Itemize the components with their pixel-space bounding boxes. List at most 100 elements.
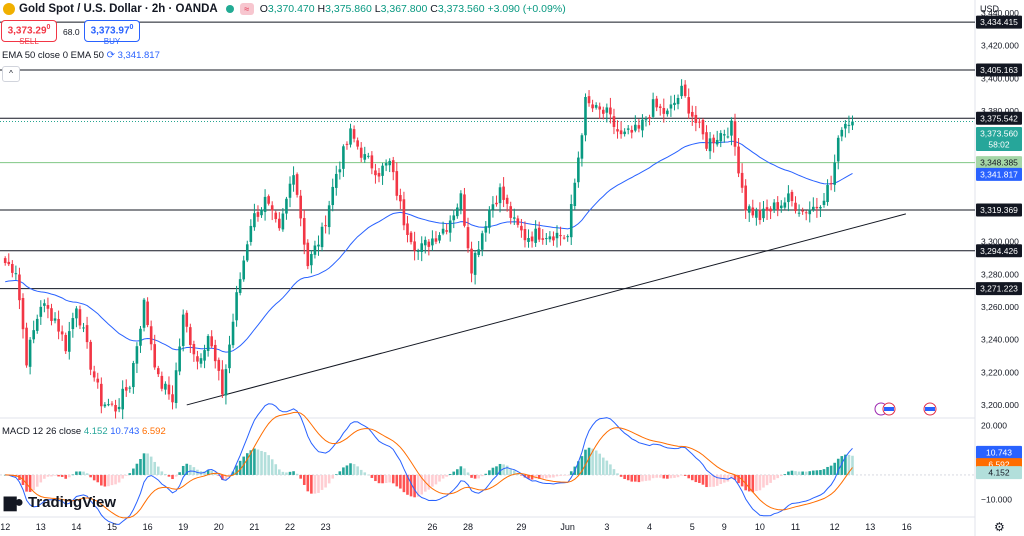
macd-histogram-bar	[213, 473, 217, 475]
indicator-icon[interactable]: ≈	[239, 3, 254, 15]
macd-line	[5, 403, 853, 525]
macd-histogram-bar	[139, 459, 142, 475]
macd-histogram-bar	[253, 448, 256, 475]
candle	[836, 135, 840, 170]
collapse-legend-button[interactable]: ^	[2, 66, 20, 82]
candle	[847, 115, 851, 134]
candle	[601, 106, 605, 120]
refresh-icon[interactable]: ⟳	[106, 50, 115, 61]
candle-body	[103, 404, 107, 407]
symbol-title[interactable]: Gold Spot / U.S. Dollar · 2h · OANDA	[19, 3, 218, 15]
macd-histogram-bar	[655, 474, 658, 478]
candle-body	[253, 213, 256, 228]
candle	[587, 90, 591, 107]
candle	[320, 222, 324, 252]
time-tick-label: 15	[107, 522, 117, 532]
macd-histogram-bar	[420, 474, 424, 495]
candle	[509, 201, 513, 225]
gear-icon[interactable]: ⚙	[994, 520, 1005, 534]
candle	[110, 401, 114, 407]
ema-price-label-bg	[976, 167, 1022, 181]
macd-histogram-bar	[779, 474, 783, 477]
candle-body	[534, 228, 537, 243]
candle	[25, 322, 28, 368]
candle	[228, 335, 231, 374]
candle	[779, 200, 783, 213]
candle-body	[655, 98, 658, 108]
candle-body	[196, 356, 199, 362]
candle	[694, 106, 698, 132]
horizontal-levels[interactable]	[0, 21, 975, 290]
candle	[591, 99, 594, 113]
macd-histogram-bar	[128, 473, 132, 475]
macd-histogram-bar	[787, 471, 790, 475]
candle	[609, 97, 612, 124]
macd-histogram-bar	[630, 474, 634, 482]
candle-body	[765, 207, 769, 211]
trendline[interactable]	[186, 213, 907, 406]
candle-body	[669, 104, 673, 109]
candle-body	[21, 297, 25, 330]
macd-histogram-bar	[847, 454, 851, 475]
sell-button[interactable]: 3,373.290 SELL	[1, 20, 57, 46]
macd-histogram-bar	[160, 471, 164, 475]
level-price-label-text: 3,271.223	[980, 284, 1018, 294]
candle	[7, 253, 11, 267]
candle	[812, 197, 815, 212]
macd-histogram-bar	[384, 474, 388, 483]
candle	[370, 151, 374, 175]
candle	[801, 207, 804, 215]
candle	[14, 265, 18, 280]
candle-body	[107, 404, 110, 406]
macd-histogram-bar	[210, 470, 213, 475]
macd-histogram-bar	[317, 474, 320, 493]
candle	[334, 165, 338, 196]
macd-histogram-bar	[313, 474, 317, 494]
macd-histogram-bar	[623, 474, 626, 480]
macd-histogram-bar	[619, 474, 623, 477]
candle	[395, 162, 399, 201]
macd-histogram-bar	[498, 463, 502, 475]
time-tick-label: 21	[249, 522, 259, 532]
macd-histogram-bar	[324, 474, 327, 488]
macd-legend[interactable]: MACD 12 26 close 4.152 10.743 6.592	[2, 426, 166, 437]
candle	[498, 183, 502, 213]
macd-histogram-bar	[121, 474, 124, 479]
macd-histogram-bar	[171, 474, 174, 480]
macd-histogram-bar	[480, 474, 484, 477]
macd-histogram-bar	[484, 473, 488, 475]
macd-histogram-bar	[349, 463, 352, 475]
candle	[310, 249, 313, 274]
macd-histogram-bar	[43, 474, 46, 479]
macd-histogram-bar	[790, 470, 794, 475]
time-tick-label: 14	[71, 522, 81, 532]
candle	[566, 234, 569, 242]
ema-legend[interactable]: EMA 50 close 0 EMA 50 ⟳ 3,341.817	[2, 50, 160, 61]
candle-body	[377, 172, 381, 177]
tradingview-logo-icon: ▆●	[4, 494, 24, 511]
macd-histogram-bar	[142, 453, 146, 475]
candle-body	[673, 102, 676, 106]
event-markers[interactable]	[874, 402, 937, 416]
macd-histogram-bar	[634, 474, 637, 482]
price-tick-label: 3,300.000	[981, 237, 1019, 247]
last-price-label-bg	[976, 127, 1022, 152]
macd-histogram-bar	[245, 453, 249, 475]
macd-histogram-bar	[747, 474, 751, 492]
candle	[562, 234, 566, 240]
candle	[480, 230, 484, 257]
macd-histogram-bar	[35, 474, 39, 487]
candle-body	[75, 308, 78, 319]
macd-histogram-bar	[534, 474, 537, 479]
macd-histogram-bar	[819, 470, 822, 475]
macd-histogram-bar	[281, 471, 285, 475]
candle-body	[616, 129, 619, 132]
candle	[363, 146, 367, 163]
hist-value-label: 4.152	[976, 466, 1022, 480]
buy-button[interactable]: 3,373.970 BUY	[84, 20, 140, 46]
candle-body	[555, 232, 559, 239]
candle-body	[199, 358, 203, 364]
macd-value-label-text: 10.743	[986, 447, 1012, 457]
currency-label[interactable]: USD	[980, 4, 1000, 14]
